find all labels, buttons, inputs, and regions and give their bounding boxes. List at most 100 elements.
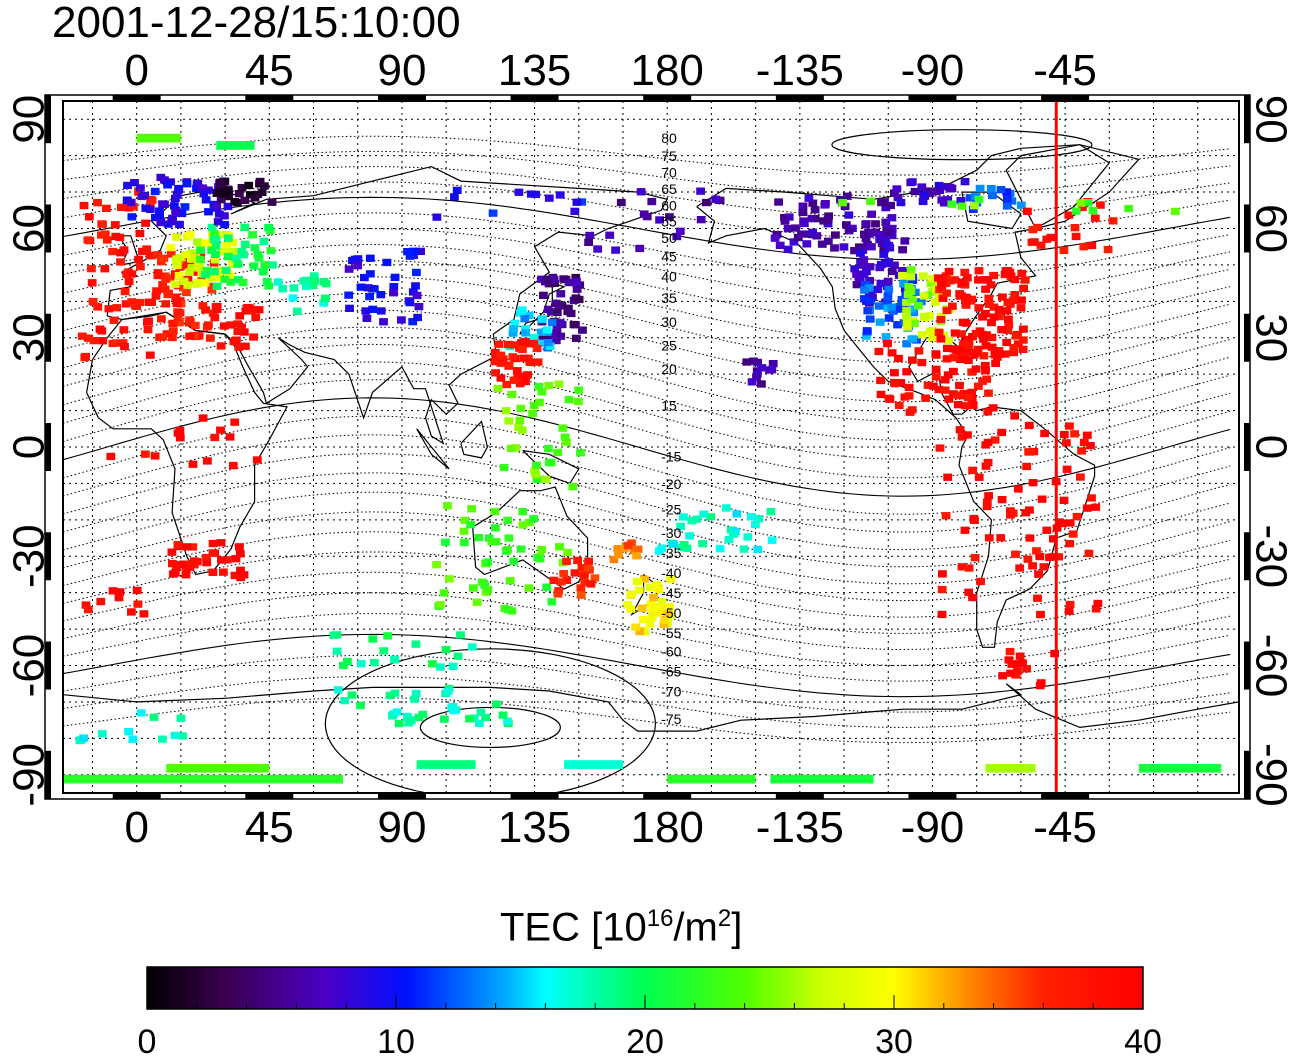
- tec-cell: [804, 194, 814, 202]
- tec-cell: [370, 659, 379, 667]
- tec-cell: [509, 557, 518, 565]
- tec-cell: [202, 323, 212, 331]
- tec-cell: [235, 550, 245, 558]
- tec-cell: [542, 326, 552, 334]
- tec-cell: [550, 279, 559, 287]
- tec-cell: [412, 268, 421, 277]
- tec-cell: [941, 272, 951, 280]
- tec-cell: [499, 463, 509, 472]
- tec-cell: [874, 347, 884, 356]
- left-lat-tick-label: -90: [5, 743, 54, 807]
- top-lon-tick-label: 90: [377, 46, 426, 95]
- tec-cell: [376, 291, 386, 299]
- tec-cell: [666, 575, 676, 584]
- tec-cell: [517, 426, 527, 434]
- mlat-label: -30: [661, 525, 681, 541]
- tec-cell: [647, 197, 657, 206]
- tec-cell: [956, 197, 966, 205]
- tec-cell: [893, 321, 902, 329]
- tec-cell: [208, 549, 218, 557]
- tec-cell: [997, 496, 1007, 504]
- bottom-lon-tick-label: 135: [498, 803, 571, 852]
- tec-cell: [887, 214, 897, 222]
- left-lat-tick-label: -60: [5, 634, 54, 698]
- tec-cell: [902, 312, 911, 320]
- tec-cell: [368, 305, 378, 313]
- tec-cell: [204, 208, 213, 216]
- tec-cell: [168, 333, 177, 342]
- tec-cell: [208, 539, 218, 548]
- tec-cell: [109, 316, 119, 324]
- tec-cell: [158, 281, 168, 289]
- tec-cell: [237, 323, 246, 331]
- tec-cell: [108, 339, 118, 348]
- tec-cell: [542, 583, 552, 591]
- left-latitude-ticks: 90 60 30 0 -30 -60 -90: [5, 95, 54, 807]
- tec-cell: [917, 331, 927, 339]
- mlat-label: -75: [661, 711, 681, 727]
- tec-cell: [914, 302, 923, 310]
- tec-cell: [226, 278, 236, 286]
- tec-cell: [230, 337, 240, 346]
- tec-cell: [975, 184, 985, 193]
- tec-cell: [130, 179, 139, 187]
- tec-cell: [970, 202, 979, 210]
- tec-cell: [907, 406, 917, 414]
- tec-cell: [411, 640, 421, 648]
- tec-cell: [216, 426, 225, 434]
- tec-cell: [984, 294, 994, 302]
- tec-cell: [544, 194, 554, 202]
- tec-cell: [385, 691, 395, 700]
- tec-cell: [941, 279, 951, 287]
- tec-cell: [405, 716, 415, 724]
- tec-cell: [1070, 430, 1079, 438]
- tec-cell: [508, 329, 518, 337]
- tec-cell: [198, 184, 208, 192]
- tec-cell: [182, 543, 192, 551]
- tec-cell: [121, 300, 131, 308]
- tec-cell: [491, 538, 501, 546]
- tec-cell: [1003, 298, 1013, 306]
- tec-cell: [392, 708, 402, 716]
- tec-cell: [699, 510, 709, 518]
- tec-cell: [1015, 564, 1025, 572]
- tec-cell: [190, 321, 200, 330]
- tec-cell: [652, 602, 662, 611]
- tec-cell: [971, 329, 981, 338]
- tec-cell: [1072, 512, 1082, 521]
- tec-cell: [936, 335, 946, 343]
- tec-cell: [938, 570, 947, 578]
- tec-cell: [902, 340, 912, 348]
- tec-cell: [555, 543, 564, 551]
- tec-cell: [333, 686, 343, 694]
- tec-cell: [1033, 594, 1042, 602]
- tec-cell: [1042, 526, 1052, 534]
- mlat-label: -15: [661, 449, 681, 465]
- tec-cell: [559, 275, 569, 283]
- frame-tick-top: [908, 95, 957, 101]
- tec-cell: [1048, 553, 1058, 561]
- tec-cell: [411, 282, 420, 290]
- tec-cell: [654, 585, 664, 594]
- tec-cell: [532, 475, 542, 484]
- left-lat-tick-label: 60: [5, 204, 54, 253]
- tec-cell: [974, 195, 984, 204]
- tec-cell: [974, 304, 984, 312]
- tec-cell: [961, 296, 970, 304]
- tec-cell: [572, 278, 581, 286]
- tec-cell: [1035, 552, 1045, 561]
- tec-cell: [405, 252, 415, 260]
- tec-cell: [435, 601, 445, 609]
- tec-cell: [1019, 284, 1028, 292]
- right-lat-tick-label: 0: [1246, 435, 1292, 459]
- tec-cell: [966, 348, 976, 357]
- tec-cell: [201, 306, 210, 314]
- tec-cell: [183, 281, 193, 289]
- tec-cell: [626, 590, 636, 598]
- tec-cell: [572, 285, 582, 293]
- tec-cell: [115, 588, 125, 596]
- tec-cell: [1002, 202, 1012, 210]
- tec-cell: [234, 276, 243, 284]
- tec-cell: [264, 223, 273, 232]
- tec-cell: [873, 285, 883, 294]
